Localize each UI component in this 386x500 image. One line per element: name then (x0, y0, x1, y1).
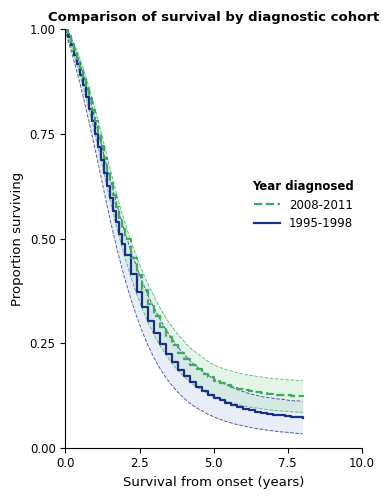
Y-axis label: Proportion surviving: Proportion surviving (11, 172, 24, 306)
X-axis label: Survival from onset (years): Survival from onset (years) (123, 476, 304, 489)
Title: Comparison of survival by diagnostic cohort: Comparison of survival by diagnostic coh… (48, 11, 379, 24)
Legend: 2008-2011, 1995-1998: 2008-2011, 1995-1998 (248, 175, 359, 235)
